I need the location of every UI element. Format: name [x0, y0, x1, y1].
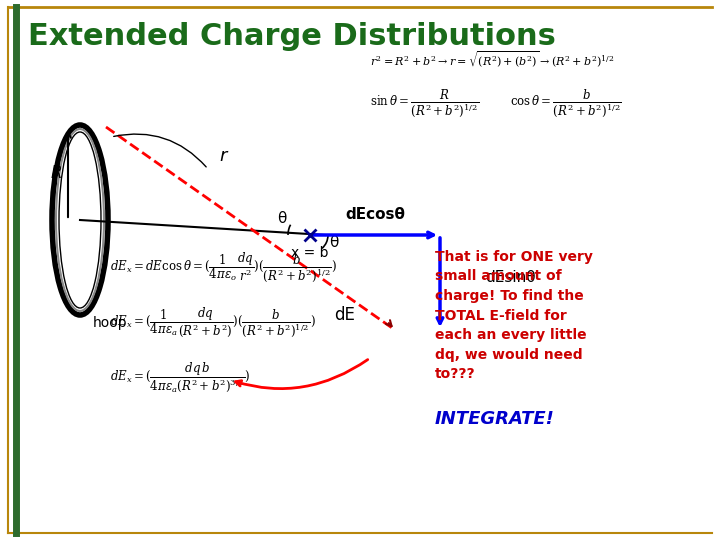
- Text: INTEGRATE!: INTEGRATE!: [435, 410, 555, 428]
- Text: That is for ONE very
small amount of
charge! To find the
TOTAL E-field for
each : That is for ONE very small amount of cha…: [435, 250, 593, 381]
- Text: $dE_x = (\dfrac{dq\, b}{4\pi\varepsilon_a(R^2+b^2)^{3/2}})$: $dE_x = (\dfrac{dq\, b}{4\pi\varepsilon_…: [110, 360, 251, 394]
- Text: Extended Charge Distributions: Extended Charge Distributions: [28, 22, 556, 51]
- Text: θ: θ: [277, 211, 287, 226]
- Text: dE: dE: [335, 306, 356, 324]
- Text: $\cos\theta = \dfrac{b}{(R^2+b^2)^{1/2}}$: $\cos\theta = \dfrac{b}{(R^2+b^2)^{1/2}}…: [510, 88, 621, 119]
- Text: $\sin\theta = \dfrac{R}{(R^2+b^2)^{1/2}}$: $\sin\theta = \dfrac{R}{(R^2+b^2)^{1/2}}…: [370, 88, 480, 119]
- Text: R: R: [50, 164, 62, 182]
- Text: θ: θ: [329, 235, 338, 250]
- Text: dEcosθ: dEcosθ: [345, 207, 405, 222]
- Text: $dE_x = (\dfrac{1}{4\pi\varepsilon_a}\dfrac{dq}{(R^2+b^2)})(\dfrac{b}{(R^2+b^2)^: $dE_x = (\dfrac{1}{4\pi\varepsilon_a}\df…: [110, 305, 316, 339]
- Text: dEsinθ: dEsinθ: [485, 271, 536, 286]
- Text: r: r: [220, 147, 227, 165]
- Text: hoop: hoop: [93, 316, 127, 330]
- Text: x = b: x = b: [292, 246, 329, 260]
- Text: $r^2 = R^2 + b^2 \rightarrow r = \sqrt{(R^2)+(b^2)} \rightarrow (R^2+b^2)^{1/2}$: $r^2 = R^2 + b^2 \rightarrow r = \sqrt{(…: [370, 50, 615, 70]
- Text: $dE_x = dE\cos\theta = (\dfrac{1}{4\pi\varepsilon_o}\dfrac{dq}{r^2})(\dfrac{b}{(: $dE_x = dE\cos\theta = (\dfrac{1}{4\pi\v…: [110, 250, 337, 284]
